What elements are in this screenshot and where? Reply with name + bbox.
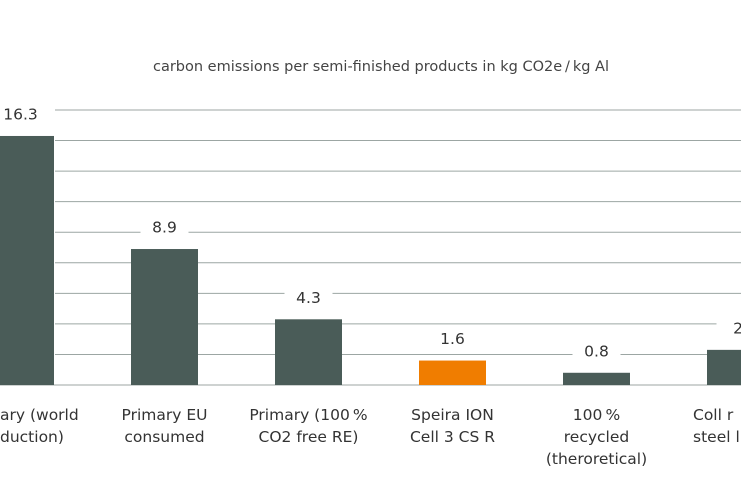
- x-tick-label: Speira ION Cell 3 CS R: [410, 406, 495, 446]
- x-tick-label: Primary (100 % CO2 free RE): [249, 406, 367, 446]
- bar: [275, 319, 342, 385]
- bar: [131, 249, 198, 385]
- x-tick-label: ary (world duction): [0, 406, 79, 446]
- value-label-bg: [572, 340, 621, 363]
- x-tick-label: 100 % recycled (theroretical): [546, 406, 647, 468]
- value-label: 2.: [733, 319, 741, 337]
- value-label: 0.8: [584, 342, 609, 360]
- bar: [0, 135, 54, 385]
- value-label-bg: [140, 217, 189, 240]
- bar: [563, 372, 630, 385]
- chart-title: carbon emissions per semi-finished produ…: [153, 59, 609, 75]
- x-tick-label: Coll r steel l: [693, 406, 740, 446]
- bar: [419, 360, 486, 385]
- value-label-bg: [0, 103, 45, 126]
- x-tick-label: Primary EU consumed: [122, 406, 208, 446]
- value-label: 8.9: [152, 219, 177, 237]
- value-label: 4.3: [296, 289, 321, 307]
- bar: [707, 349, 741, 385]
- value-label-bg: [716, 317, 741, 340]
- value-label: 16.3: [3, 105, 38, 123]
- value-label-bg: [428, 328, 477, 351]
- value-label-bg: [284, 287, 333, 310]
- value-label: 1.6: [440, 330, 465, 348]
